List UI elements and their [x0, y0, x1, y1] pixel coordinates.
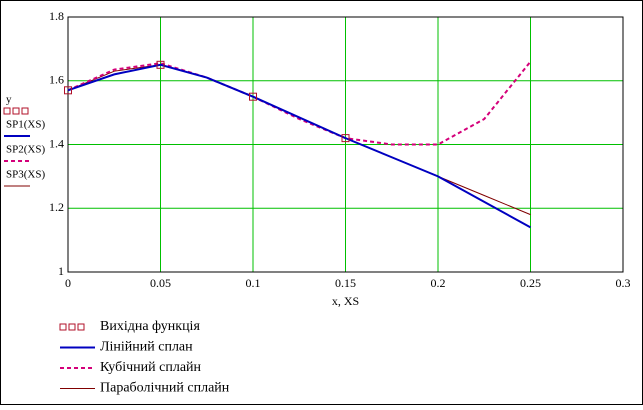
series-line [67, 60, 532, 146]
data-point [341, 134, 350, 143]
data-point [64, 86, 72, 95]
legend-label: Параболічний сплайн [100, 381, 230, 396]
legend-symbol [3, 107, 11, 115]
legend-label: Лінійний сплан [100, 340, 193, 355]
x-tick-label: 0.05 [150, 276, 171, 290]
y-tick-label: 1.6 [49, 73, 64, 87]
legend-label: Вихідна функція [100, 319, 200, 334]
legend-symbol [77, 323, 85, 331]
y-axis-label: y [6, 94, 12, 106]
y-tick-label: 1.2 [49, 200, 64, 214]
plot-border [67, 16, 624, 273]
x-tick-label: 0 [65, 276, 71, 290]
y-axis-label: SP1(XS) [6, 119, 45, 131]
legend-symbol [12, 107, 20, 115]
data-point [156, 60, 165, 69]
legend-symbol [21, 107, 29, 115]
y-axis-label: SP2(XS) [6, 144, 45, 156]
y-tick-label: 1.4 [49, 136, 64, 150]
legend-label: Кубічний сплайн [100, 360, 202, 375]
x-tick-label: 0.15 [335, 276, 356, 290]
x-tick-label: 0.1 [246, 276, 261, 290]
y-tick-label: 1.8 [49, 9, 64, 23]
data-point [249, 92, 257, 101]
x-tick-label: 0.3 [616, 276, 631, 290]
legend-symbol [59, 323, 67, 331]
x-axis-label: x, XS [332, 294, 359, 308]
x-tick-label: 0.25 [520, 276, 541, 290]
y-axis-label: SP3(XS) [6, 169, 45, 181]
legend-symbol [68, 323, 76, 331]
series-line [67, 63, 531, 229]
x-tick-label: 0.2 [431, 276, 446, 290]
y-tick-label: 1 [58, 264, 64, 278]
